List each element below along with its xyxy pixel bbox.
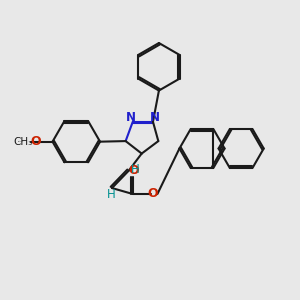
Text: H: H	[106, 188, 115, 201]
Text: methoxy: methoxy	[18, 141, 24, 142]
Text: O: O	[147, 188, 158, 200]
Text: N: N	[150, 110, 160, 124]
Text: O: O	[129, 164, 139, 177]
Text: N: N	[126, 110, 136, 124]
Text: O: O	[31, 135, 41, 148]
Text: H: H	[131, 163, 140, 176]
Text: CH₃: CH₃	[14, 137, 33, 147]
